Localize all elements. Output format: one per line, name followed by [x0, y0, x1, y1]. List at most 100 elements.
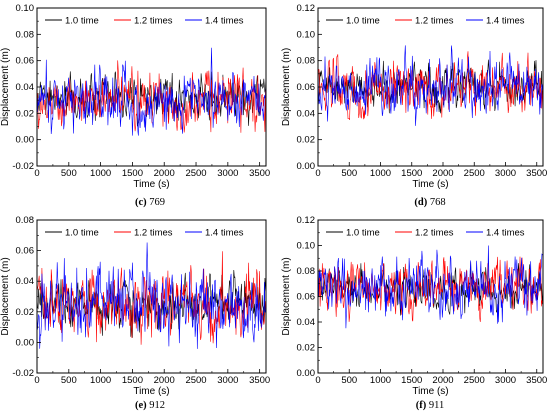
x-tick-label: 2500	[464, 375, 485, 386]
x-axis-label: Time (s)	[133, 386, 169, 397]
x-tick-label: 0	[34, 375, 39, 386]
x-tick-label: 1000	[90, 375, 111, 386]
x-axis-label: Time (s)	[412, 179, 448, 190]
y-tick-label: 0.06	[16, 246, 35, 257]
legend: 1.0 time 1.2 times 1.4 times	[45, 16, 244, 27]
x-tick-label: 2500	[185, 375, 206, 386]
x-tick-label: 1000	[370, 375, 391, 386]
y-tick-label: -0.02	[12, 368, 34, 379]
x-tick-label: 2000	[154, 168, 175, 179]
caption-number: 912	[147, 400, 165, 411]
x-tick-label: 1500	[401, 168, 422, 179]
y-tick-label: -0.02	[12, 161, 34, 172]
y-tick-label: 0.06	[297, 82, 316, 93]
x-tick-label: 3500	[526, 168, 547, 179]
series-line-3	[318, 245, 543, 329]
y-tick-label: 0.04	[297, 108, 316, 119]
panel-d: 0 500 1000 1500 2000 2500 3000 3500 0.00 0.02 0.04…	[281, 3, 547, 208]
plot-area	[37, 47, 266, 136]
x-tick-label: 3500	[249, 375, 270, 386]
x-axis-label: Time (s)	[412, 386, 448, 397]
y-tick-label: 0.04	[16, 276, 35, 287]
caption-letter: (e)	[135, 400, 147, 411]
legend: 1.0 time 1.2 times 1.4 times	[326, 228, 525, 239]
x-tick-label: 3000	[217, 168, 238, 179]
y-axis-label: Displacement (m)	[0, 48, 11, 126]
caption-letter: (c)	[135, 197, 147, 208]
y-tick-label: 0.02	[297, 135, 316, 146]
panel-caption: (e) 912	[135, 400, 165, 411]
legend-label-1: 1.0 time	[65, 228, 99, 239]
y-tick-label: 0.08	[297, 266, 316, 277]
legend-label-1: 1.0 time	[346, 16, 380, 27]
legend-label-1: 1.0 time	[65, 16, 99, 27]
series-line-1	[318, 261, 543, 316]
caption-number: 768	[427, 197, 445, 208]
caption-number: 769	[147, 197, 165, 208]
x-tick-label: 3500	[526, 375, 547, 386]
legend-label-3: 1.4 times	[205, 16, 244, 27]
y-axis-label: Displacement (m)	[281, 257, 292, 335]
x-tick-label: 3000	[495, 375, 516, 386]
y-tick-label: 0.02	[16, 108, 35, 119]
plot-area	[318, 245, 543, 329]
caption-letter: (f)	[416, 400, 427, 411]
y-tick-label: 0.08	[16, 215, 35, 226]
y-tick-label: 0.00	[297, 161, 316, 172]
caption-letter: (d)	[414, 197, 427, 208]
x-axis-label: Time (s)	[133, 179, 169, 190]
x-tick-label: 2500	[464, 168, 485, 179]
panel-caption: (d) 768	[414, 197, 445, 208]
series-line-3	[37, 242, 266, 349]
plot-area	[37, 242, 266, 349]
y-tick-label: 0.10	[297, 241, 316, 252]
legend: 1.0 time 1.2 times 1.4 times	[45, 228, 244, 239]
x-tick-label: 3000	[495, 168, 516, 179]
panel-e: 0 500 1000 1500 2000 2500 3000 3500 -0.02 0.00 0.0…	[0, 215, 270, 411]
legend-label-1: 1.0 time	[346, 228, 380, 239]
series-line-3	[318, 45, 543, 126]
x-tick-label: 1000	[370, 168, 391, 179]
legend-label-2: 1.2 times	[134, 228, 173, 239]
y-tick-label: 0.04	[16, 82, 35, 93]
legend-label-3: 1.4 times	[486, 228, 525, 239]
legend-label-3: 1.4 times	[205, 228, 244, 239]
x-tick-label: 2000	[432, 375, 453, 386]
y-tick-label: 0.00	[16, 337, 35, 348]
plot-area	[318, 45, 543, 126]
x-tick-label: 1500	[401, 375, 422, 386]
y-axis-label: Displacement (m)	[0, 257, 11, 335]
y-tick-label: 0.02	[16, 307, 35, 318]
series-line-3	[37, 47, 266, 136]
y-tick-label: 0.06	[297, 292, 316, 303]
x-tick-label: 1500	[122, 375, 143, 386]
y-axis-label: Displacement (m)	[281, 48, 292, 126]
x-tick-label: 0	[315, 168, 320, 179]
panel-caption: (f) 911	[416, 400, 445, 411]
x-tick-label: 500	[61, 168, 77, 179]
panel-c: 0 500 1000 1500 2000 2500 3000 3500 -0.02 0.00 0.0…	[0, 3, 270, 208]
x-tick-label: 500	[341, 375, 357, 386]
x-tick-label: 500	[61, 375, 77, 386]
y-tick-label: 0.12	[297, 3, 316, 14]
legend: 1.0 time 1.2 times 1.4 times	[326, 16, 525, 27]
legend-label-2: 1.2 times	[415, 228, 454, 239]
x-tick-label: 0	[315, 375, 320, 386]
y-tick-label: 0.00	[16, 135, 35, 146]
x-tick-label: 2500	[185, 168, 206, 179]
panel-f: 0 500 1000 1500 2000 2500 3000 3500 0.00 0.02 0.04…	[281, 215, 547, 411]
x-tick-label: 0	[34, 168, 39, 179]
panel-caption: (c) 769	[135, 197, 165, 208]
y-tick-label: 0.04	[297, 317, 316, 328]
y-tick-label: 0.10	[16, 3, 35, 14]
y-tick-label: 0.06	[16, 56, 35, 67]
legend-label-3: 1.4 times	[486, 16, 525, 27]
x-tick-label: 3500	[249, 168, 270, 179]
y-tick-label: 0.02	[297, 343, 316, 354]
x-tick-label: 1500	[122, 168, 143, 179]
x-tick-label: 500	[341, 168, 357, 179]
y-tick-label: 0.10	[297, 29, 316, 40]
y-tick-label: 0.08	[16, 29, 35, 40]
y-tick-label: 0.00	[297, 368, 316, 379]
